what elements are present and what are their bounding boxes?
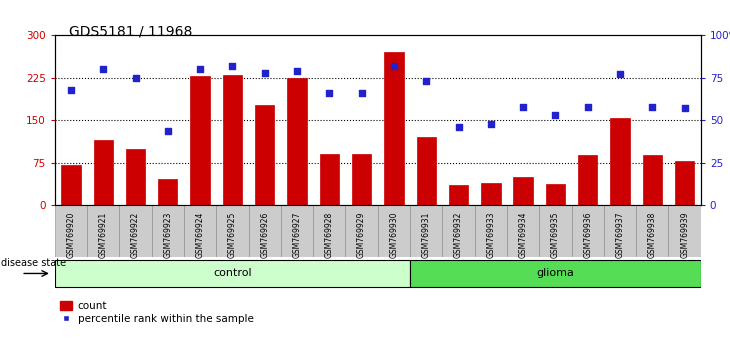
Point [388,63,400,69]
Text: GSM769936: GSM769936 [583,211,592,258]
Bar [442,205,474,257]
Bar [449,185,468,205]
Point [97,67,109,72]
Text: GSM769926: GSM769926 [260,211,269,258]
Text: GSM769928: GSM769928 [325,211,334,258]
Text: GSM769931: GSM769931 [422,211,431,258]
Text: GSM769934: GSM769934 [518,211,528,258]
Bar [384,52,404,205]
Bar [417,137,436,205]
Bar [184,205,216,257]
Bar [320,154,339,205]
Text: GSM769933: GSM769933 [486,211,496,258]
Bar [288,79,307,205]
Bar [637,205,669,257]
Point [194,67,206,72]
Bar [120,205,152,257]
Bar [55,205,87,257]
Bar [410,260,701,287]
Text: GSM769925: GSM769925 [228,211,237,258]
Text: control: control [213,268,252,279]
Text: GSM769920: GSM769920 [66,211,75,258]
Bar [223,75,242,205]
Point [582,104,593,110]
Point [550,113,561,118]
Bar [216,205,248,257]
Bar [507,205,539,257]
Bar [126,149,145,205]
Text: GSM769930: GSM769930 [389,211,399,258]
Text: GSM769923: GSM769923 [164,211,172,258]
Text: GSM769935: GSM769935 [551,211,560,258]
Point [130,75,142,81]
Bar [572,205,604,257]
Bar [378,205,410,257]
Bar [669,205,701,257]
Bar [642,155,662,205]
Point [65,87,77,93]
Bar [410,205,442,257]
Point [518,104,529,110]
Point [162,128,174,133]
Bar [474,205,507,257]
Text: GSM769922: GSM769922 [131,211,140,258]
Point [647,104,658,110]
Bar [55,260,410,287]
Bar [87,205,120,257]
Text: GSM769927: GSM769927 [293,211,301,258]
Point [420,79,432,84]
Bar [61,165,80,205]
Bar [152,205,184,257]
Bar [158,179,177,205]
Text: disease state: disease state [1,258,66,268]
Bar [546,184,565,205]
Point [323,90,335,96]
Text: GSM769932: GSM769932 [454,211,463,258]
Text: GDS5181 / 11968: GDS5181 / 11968 [69,25,193,39]
Text: GSM769924: GSM769924 [196,211,204,258]
Legend: count, percentile rank within the sample: count, percentile rank within the sample [60,301,253,324]
Bar [352,154,372,205]
Point [679,105,691,111]
Text: GSM769939: GSM769939 [680,211,689,258]
Bar [513,177,533,205]
Bar [539,205,572,257]
Bar [578,155,597,205]
Text: GSM769929: GSM769929 [357,211,366,258]
Point [453,124,464,130]
Point [291,68,303,74]
Bar [604,205,637,257]
Bar [675,161,694,205]
Bar [313,205,345,257]
Bar [281,205,313,257]
Bar [93,140,113,205]
Bar [610,118,630,205]
Bar [255,104,274,205]
Point [614,72,626,77]
Text: GSM769937: GSM769937 [615,211,625,258]
Bar [345,205,378,257]
Bar [481,183,501,205]
Point [485,121,496,127]
Point [259,70,271,76]
Text: GSM769938: GSM769938 [648,211,657,258]
Bar [191,76,210,205]
Point [226,63,238,69]
Bar [248,205,281,257]
Text: GSM769921: GSM769921 [99,211,108,258]
Point [356,90,367,96]
Text: glioma: glioma [537,268,575,279]
